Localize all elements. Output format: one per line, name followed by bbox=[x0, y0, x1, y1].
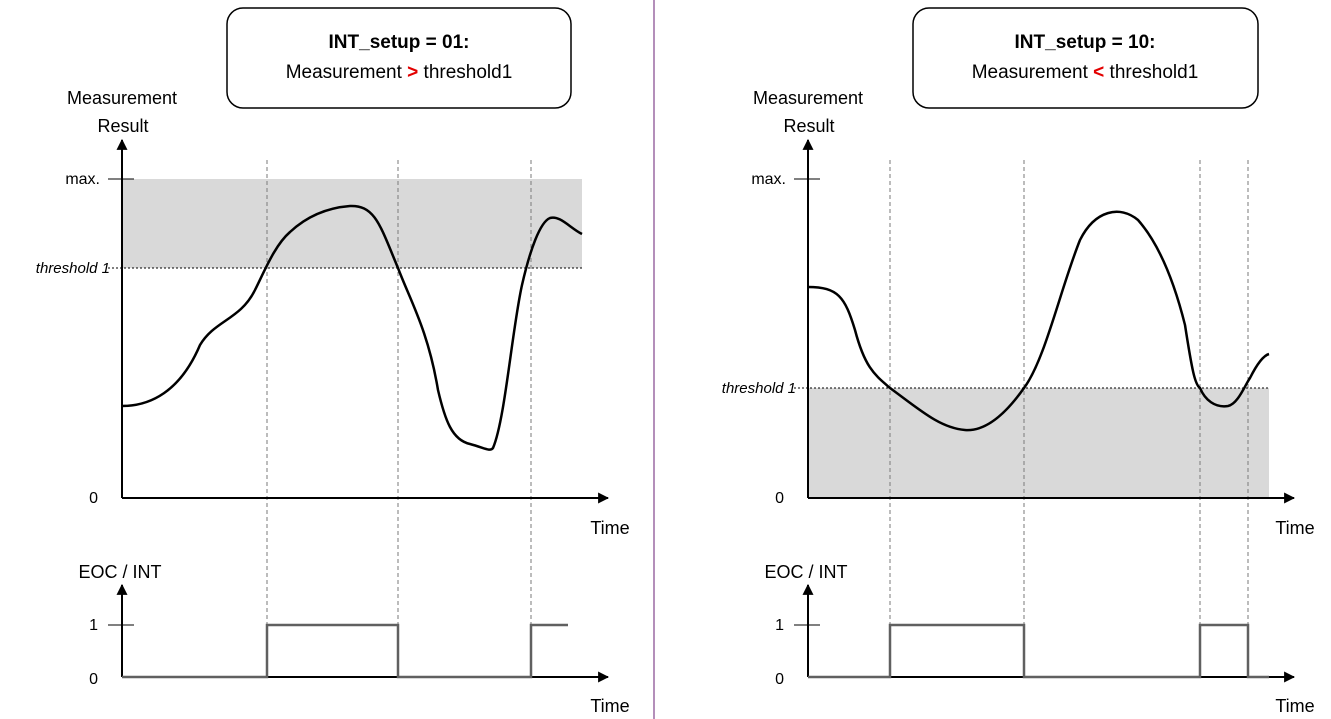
condition-operator: > bbox=[407, 62, 418, 83]
y-axis-label-line1: Measurement bbox=[67, 88, 177, 108]
eoc-signal bbox=[808, 623, 1269, 679]
eoc-tick-0: 0 bbox=[775, 671, 784, 688]
condition-box-right: INT_setup = 10: Measurement < threshold1 bbox=[912, 7, 1259, 109]
condition-post: threshold1 bbox=[1104, 62, 1198, 83]
eoc-x-axis-label: Time bbox=[590, 696, 629, 716]
eoc-tick-1: 1 bbox=[775, 617, 784, 634]
y-axis-label-line1: Measurement bbox=[753, 88, 863, 108]
eoc-signal bbox=[122, 623, 568, 679]
panel-right: INT_setup = 10: Measurement < threshold1… bbox=[722, 7, 1315, 716]
tick-threshold: threshold 1 bbox=[722, 380, 796, 397]
condition-operator: < bbox=[1093, 62, 1104, 83]
eoc-tick-0: 0 bbox=[89, 671, 98, 688]
eoc-tick-1: 1 bbox=[89, 617, 98, 634]
panel-left: INT_setup = 01: Measurement > threshold1… bbox=[36, 7, 630, 716]
eoc-label: EOC / INT bbox=[78, 562, 161, 582]
tick-threshold: threshold 1 bbox=[36, 260, 110, 277]
condition-pre: Measurement bbox=[972, 62, 1093, 83]
tick-max: max. bbox=[751, 171, 786, 188]
measurement-curve bbox=[121, 204, 583, 451]
eoc-x-axis-label: Time bbox=[1275, 696, 1314, 716]
measurement-curve bbox=[807, 210, 1270, 432]
tick-max: max. bbox=[65, 171, 100, 188]
condition-box-title: INT_setup = 01: bbox=[329, 32, 470, 53]
shaded-band bbox=[122, 179, 582, 268]
x-axis-label: Time bbox=[1275, 518, 1314, 538]
y-axis-label-line2: Result bbox=[783, 116, 834, 136]
tick-zero: 0 bbox=[775, 490, 784, 507]
condition-box-condition: Measurement > threshold1 bbox=[286, 62, 513, 83]
condition-box-condition: Measurement < threshold1 bbox=[972, 62, 1199, 83]
condition-box-left: INT_setup = 01: Measurement > threshold1 bbox=[226, 7, 572, 109]
tick-zero: 0 bbox=[89, 490, 98, 507]
shaded-band bbox=[808, 388, 1269, 498]
eoc-label: EOC / INT bbox=[764, 562, 847, 582]
condition-post: threshold1 bbox=[418, 62, 512, 83]
condition-box-title: INT_setup = 10: bbox=[1015, 32, 1156, 53]
condition-pre: Measurement bbox=[286, 62, 407, 83]
x-axis-label: Time bbox=[590, 518, 629, 538]
y-axis-label-line2: Result bbox=[97, 116, 148, 136]
